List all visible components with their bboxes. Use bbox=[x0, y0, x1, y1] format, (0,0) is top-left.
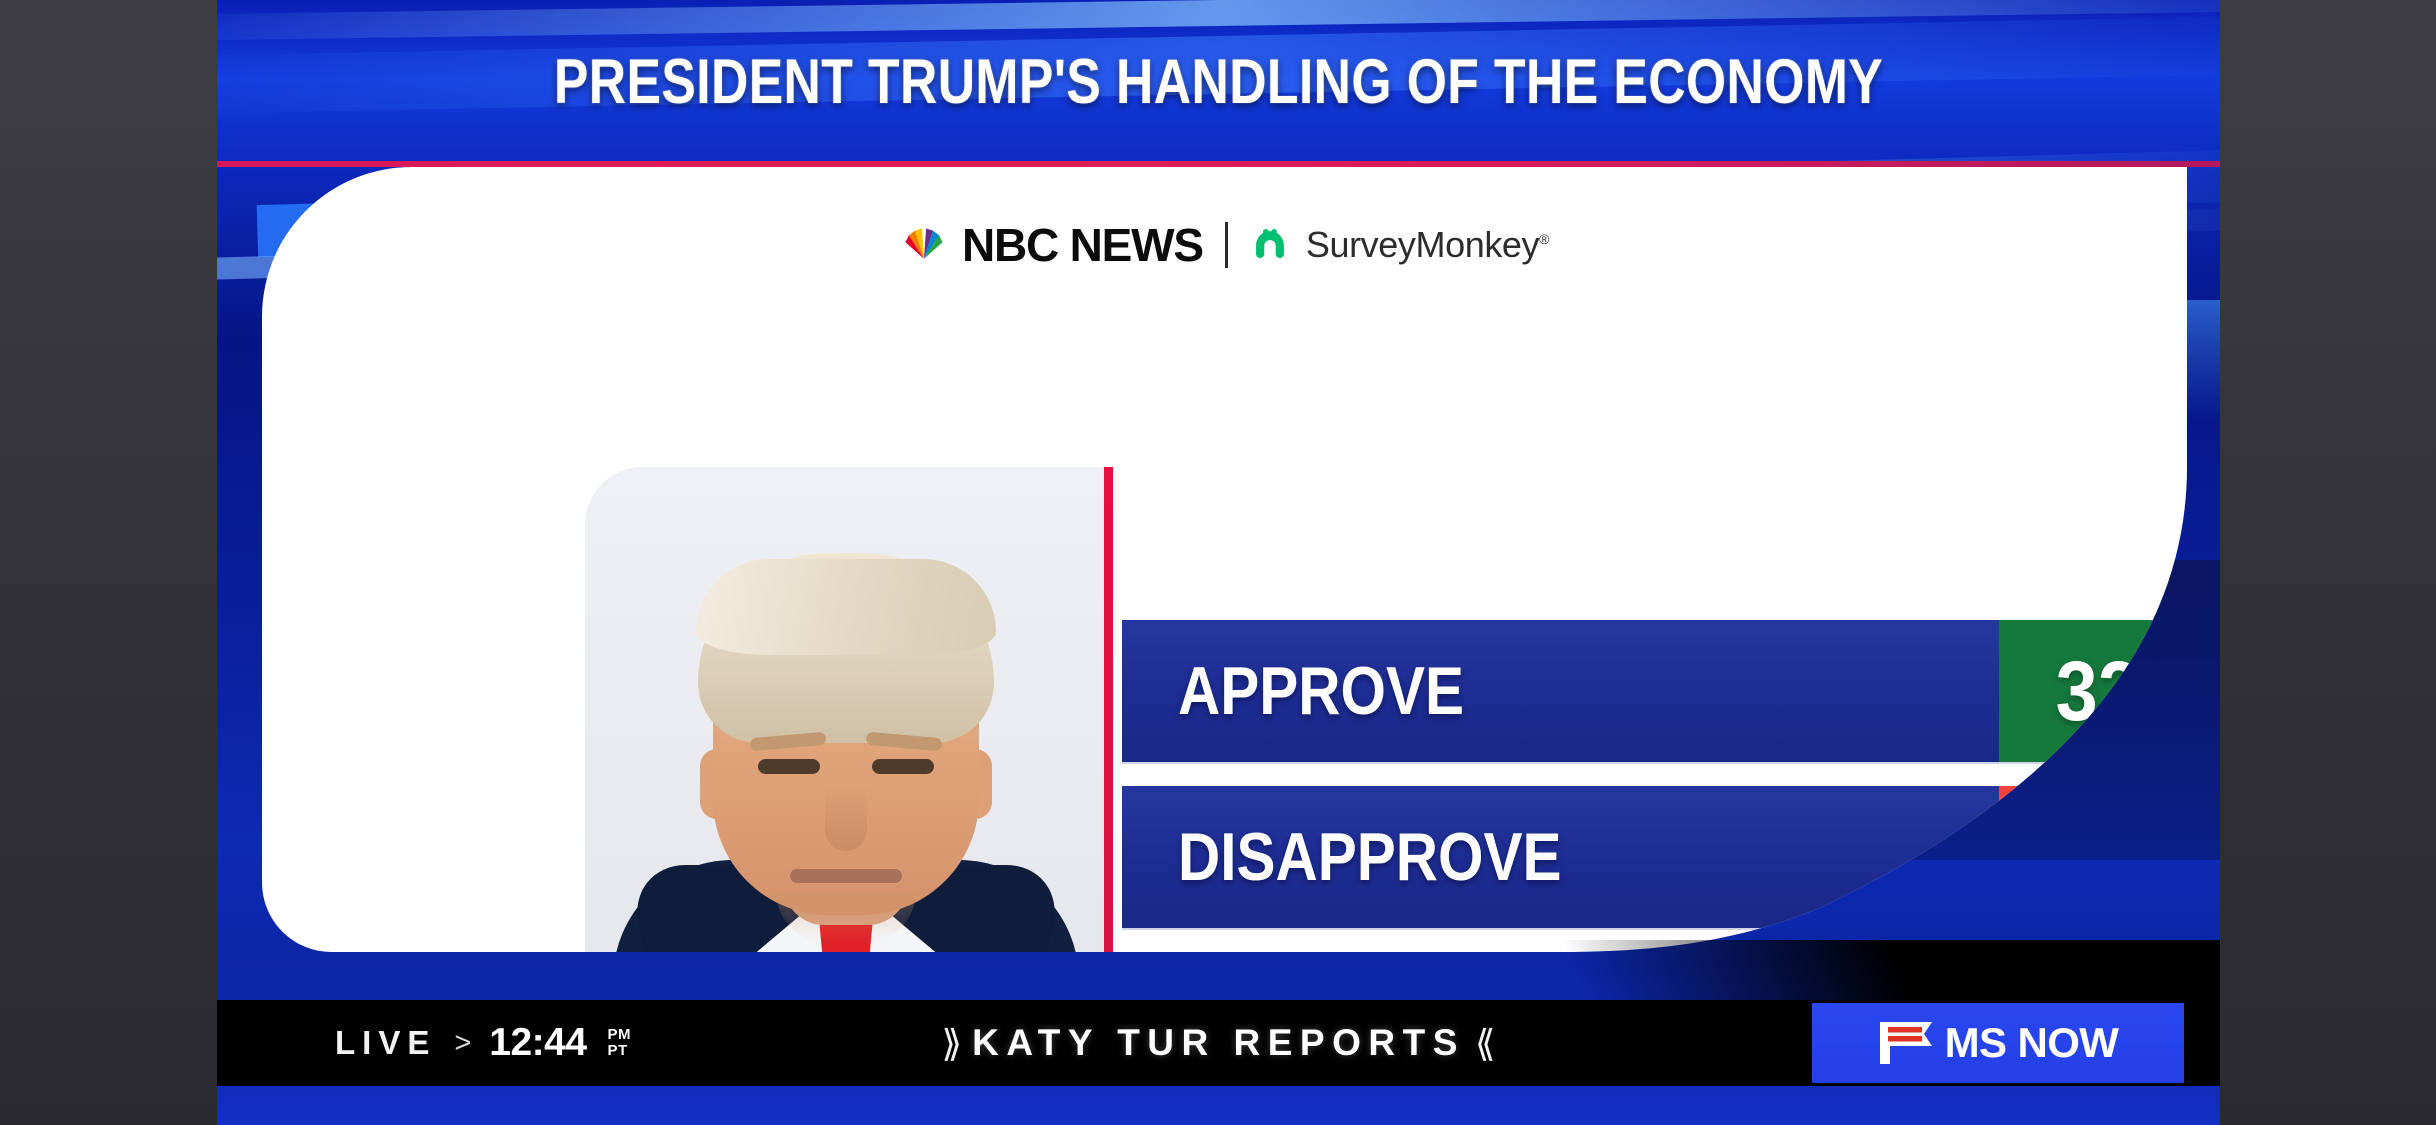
surveymonkey-wordmark: SurveyMonkey® bbox=[1305, 224, 1550, 265]
broadcast-video-area: PRESIDENT TRUMP'S HANDLING OF THE ECONOM… bbox=[217, 0, 2220, 1125]
nbc-news-wordmark: NBC NEWS bbox=[962, 219, 1203, 271]
chevron-right-icon: ⟪ bbox=[1474, 1022, 1496, 1064]
portrait-eye-left bbox=[758, 759, 820, 774]
portrait-chin bbox=[776, 891, 916, 943]
poll-card: NBC NEWS SurveyMonkey® bbox=[262, 167, 2187, 952]
banner-shadow bbox=[1297, 940, 2220, 1002]
poll-results: APPROVE 32 % DISAPPROVE 68 % bbox=[1122, 620, 2220, 952]
show-name: KATY TUR REPORTS bbox=[972, 1022, 1465, 1063]
logo-divider bbox=[1225, 222, 1228, 268]
meridiem-label: PM bbox=[607, 1026, 632, 1044]
network-name: MS NOW bbox=[1944, 1019, 2119, 1066]
live-label: LIVE bbox=[335, 1024, 437, 1061]
page-title: PRESIDENT TRUMP'S HANDLING OF THE ECONOM… bbox=[553, 46, 1884, 117]
poll-value-number: 68 bbox=[2055, 810, 2140, 904]
poll-row-disapprove: DISAPPROVE 68 % bbox=[1122, 786, 2220, 928]
poll-value-percent-sign: % bbox=[2146, 828, 2193, 886]
president-trump-portrait bbox=[585, 467, 1107, 1045]
current-time: 12:44 bbox=[489, 1021, 587, 1064]
portrait-accent-bar bbox=[1104, 467, 1113, 1045]
portrait-nose bbox=[825, 785, 867, 851]
poll-row-label: APPROVE bbox=[1178, 653, 1464, 729]
network-logo-badge: MS NOW bbox=[1812, 1003, 2184, 1083]
letterbox-right bbox=[2220, 0, 2436, 1125]
chevron-left-icon: ⟫ bbox=[941, 1022, 963, 1064]
letterbox-left bbox=[0, 0, 217, 1125]
poll-row-approve: APPROVE 32 % bbox=[1122, 620, 2220, 762]
lower-third-banner: LIVE > 12:44 PM PT ⟫ KATY TUR REPORTS ⟪ bbox=[217, 1000, 2220, 1086]
trademark-mark: ® bbox=[1539, 231, 1550, 247]
portrait-eye-right bbox=[872, 759, 934, 774]
surveymonkey-icon bbox=[1250, 227, 1290, 263]
poll-row-value-approve: 32 % bbox=[1999, 620, 2220, 762]
poll-row-label-cell: APPROVE bbox=[1122, 620, 1999, 762]
headline-divider bbox=[217, 161, 2220, 167]
portrait-hair-sweep bbox=[696, 559, 996, 655]
poll-row-value-disapprove: 68 % bbox=[1999, 786, 2220, 928]
portrait-mouth bbox=[790, 869, 902, 883]
timezone-stack: PM PT bbox=[608, 1027, 632, 1058]
live-clock: LIVE > 12:44 PM PT bbox=[335, 1000, 631, 1086]
timezone-label: PT bbox=[607, 1042, 628, 1059]
poll-value-number: 32 bbox=[2055, 644, 2140, 738]
headline-band: PRESIDENT TRUMP'S HANDLING OF THE ECONOM… bbox=[217, 0, 2220, 163]
nbc-peacock-icon bbox=[902, 223, 946, 267]
msnow-flag-icon bbox=[1879, 1022, 1932, 1064]
poll-row-label: DISAPPROVE bbox=[1178, 819, 1562, 895]
caret-icon: > bbox=[454, 1026, 472, 1059]
logo-row: NBC NEWS SurveyMonkey® bbox=[902, 222, 1549, 268]
poll-row-label-cell: DISAPPROVE bbox=[1122, 786, 1999, 928]
avatar bbox=[585, 467, 1107, 1045]
poll-value-percent-sign: % bbox=[2146, 662, 2193, 720]
